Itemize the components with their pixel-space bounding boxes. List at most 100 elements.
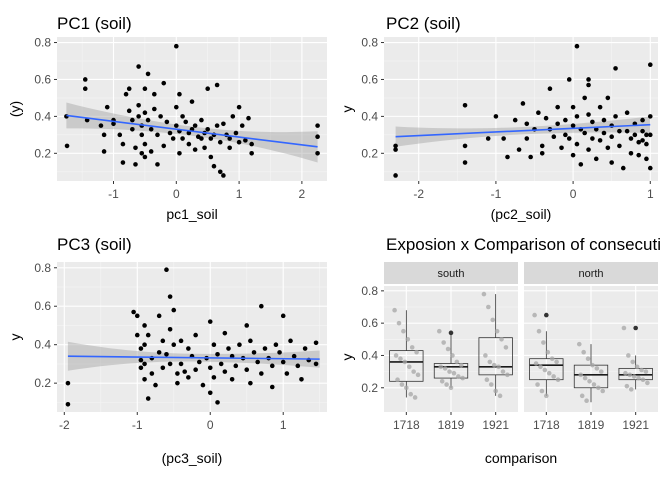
- data-point: [211, 375, 217, 380]
- data-point: [221, 121, 226, 127]
- data-point: [586, 147, 591, 152]
- data-point: [175, 371, 180, 376]
- x-tick-label: 1: [647, 187, 654, 201]
- data-point: [65, 380, 71, 386]
- x-tick-label: 0: [173, 187, 180, 201]
- jitter-point: [486, 304, 491, 310]
- jitter-point: [546, 370, 552, 376]
- data-point: [160, 338, 166, 344]
- data-point: [167, 130, 173, 136]
- y-tick-label: 0.8: [34, 36, 51, 50]
- boxplot-1718: [529, 312, 564, 399]
- boxplot-1819: [433, 328, 469, 391]
- data-point: [142, 361, 147, 367]
- jitter-point: [460, 375, 466, 381]
- jitter-point: [442, 366, 448, 371]
- data-point: [136, 103, 141, 108]
- data-point: [221, 173, 226, 178]
- data-point: [501, 136, 506, 141]
- jitter-point: [458, 362, 464, 368]
- jitter-point: [551, 374, 556, 379]
- x-axis-label: (pc2_soil): [491, 206, 552, 222]
- panel-title: PC1 (soil): [57, 14, 132, 33]
- data-point: [566, 136, 572, 141]
- data-point: [574, 141, 580, 147]
- data-point: [590, 119, 595, 125]
- facet-strip-label: south: [438, 268, 465, 280]
- data-point: [142, 110, 148, 115]
- panel-background: [384, 37, 658, 181]
- data-point: [207, 319, 213, 324]
- data-point: [543, 115, 549, 121]
- jitter-point: [594, 366, 600, 371]
- data-point: [563, 117, 568, 123]
- data-point: [516, 147, 522, 152]
- data-point: [393, 147, 398, 152]
- jitter-point: [626, 353, 631, 358]
- data-point: [134, 332, 140, 338]
- data-point: [183, 119, 189, 125]
- data-point: [193, 332, 198, 338]
- jitter-point: [493, 388, 498, 394]
- data-point: [205, 127, 210, 132]
- jitter-point: [447, 369, 452, 374]
- data-point: [590, 136, 595, 141]
- data-point: [566, 77, 572, 82]
- data-point: [152, 91, 157, 97]
- x-tick-label: 1921: [482, 418, 509, 432]
- data-point: [640, 117, 645, 123]
- panel-title: Exposion x Comparison of consecuti: [386, 235, 661, 254]
- box: [433, 363, 469, 379]
- panel-background: [57, 262, 327, 412]
- panel-title: PC3 (soil): [57, 235, 132, 254]
- y-tick-label: 0.4: [34, 338, 51, 352]
- data-point: [207, 365, 213, 371]
- data-point: [246, 115, 251, 121]
- jitter-point: [406, 364, 412, 370]
- data-point: [64, 143, 70, 149]
- data-point: [98, 123, 104, 128]
- jitter-point: [483, 353, 488, 358]
- panel-background: [57, 37, 327, 181]
- data-point: [196, 359, 202, 365]
- x-tick-label: -1: [491, 187, 502, 201]
- jitter-point: [639, 367, 644, 373]
- outlier-point: [448, 330, 454, 336]
- jitter-point: [408, 391, 414, 397]
- y-tick-label: 0.8: [361, 284, 378, 298]
- jitter-point: [490, 317, 496, 323]
- data-point: [597, 104, 603, 110]
- data-point: [551, 134, 557, 139]
- data-point: [174, 123, 179, 128]
- data-point: [393, 143, 398, 149]
- y-tick-label: 0.2: [361, 146, 378, 160]
- data-point: [259, 303, 264, 309]
- data-point: [178, 361, 184, 367]
- x-tick-label: -2: [59, 418, 70, 432]
- data-point: [251, 350, 257, 355]
- data-point: [145, 71, 151, 77]
- jitter-point: [488, 382, 494, 387]
- jitter-point: [393, 353, 399, 358]
- data-point: [178, 338, 184, 344]
- data-point: [563, 132, 568, 138]
- data-point: [269, 384, 275, 390]
- data-point: [237, 342, 242, 347]
- jitter-point: [544, 393, 549, 399]
- data-point: [186, 130, 192, 136]
- y-tick-label: 0.2: [34, 146, 51, 160]
- y-tick-label: 0.8: [361, 36, 378, 50]
- box: [478, 337, 513, 376]
- data-point: [605, 145, 611, 151]
- data-point: [155, 132, 160, 138]
- jitter-point: [414, 349, 419, 355]
- data-point: [211, 163, 217, 169]
- data-point: [239, 123, 245, 128]
- jitter-point: [496, 364, 501, 370]
- jitter-point: [630, 359, 636, 365]
- data-point: [130, 127, 135, 132]
- jitter-point: [405, 337, 411, 342]
- regression-line: [395, 123, 651, 138]
- data-point: [148, 149, 154, 154]
- data-point: [524, 136, 530, 141]
